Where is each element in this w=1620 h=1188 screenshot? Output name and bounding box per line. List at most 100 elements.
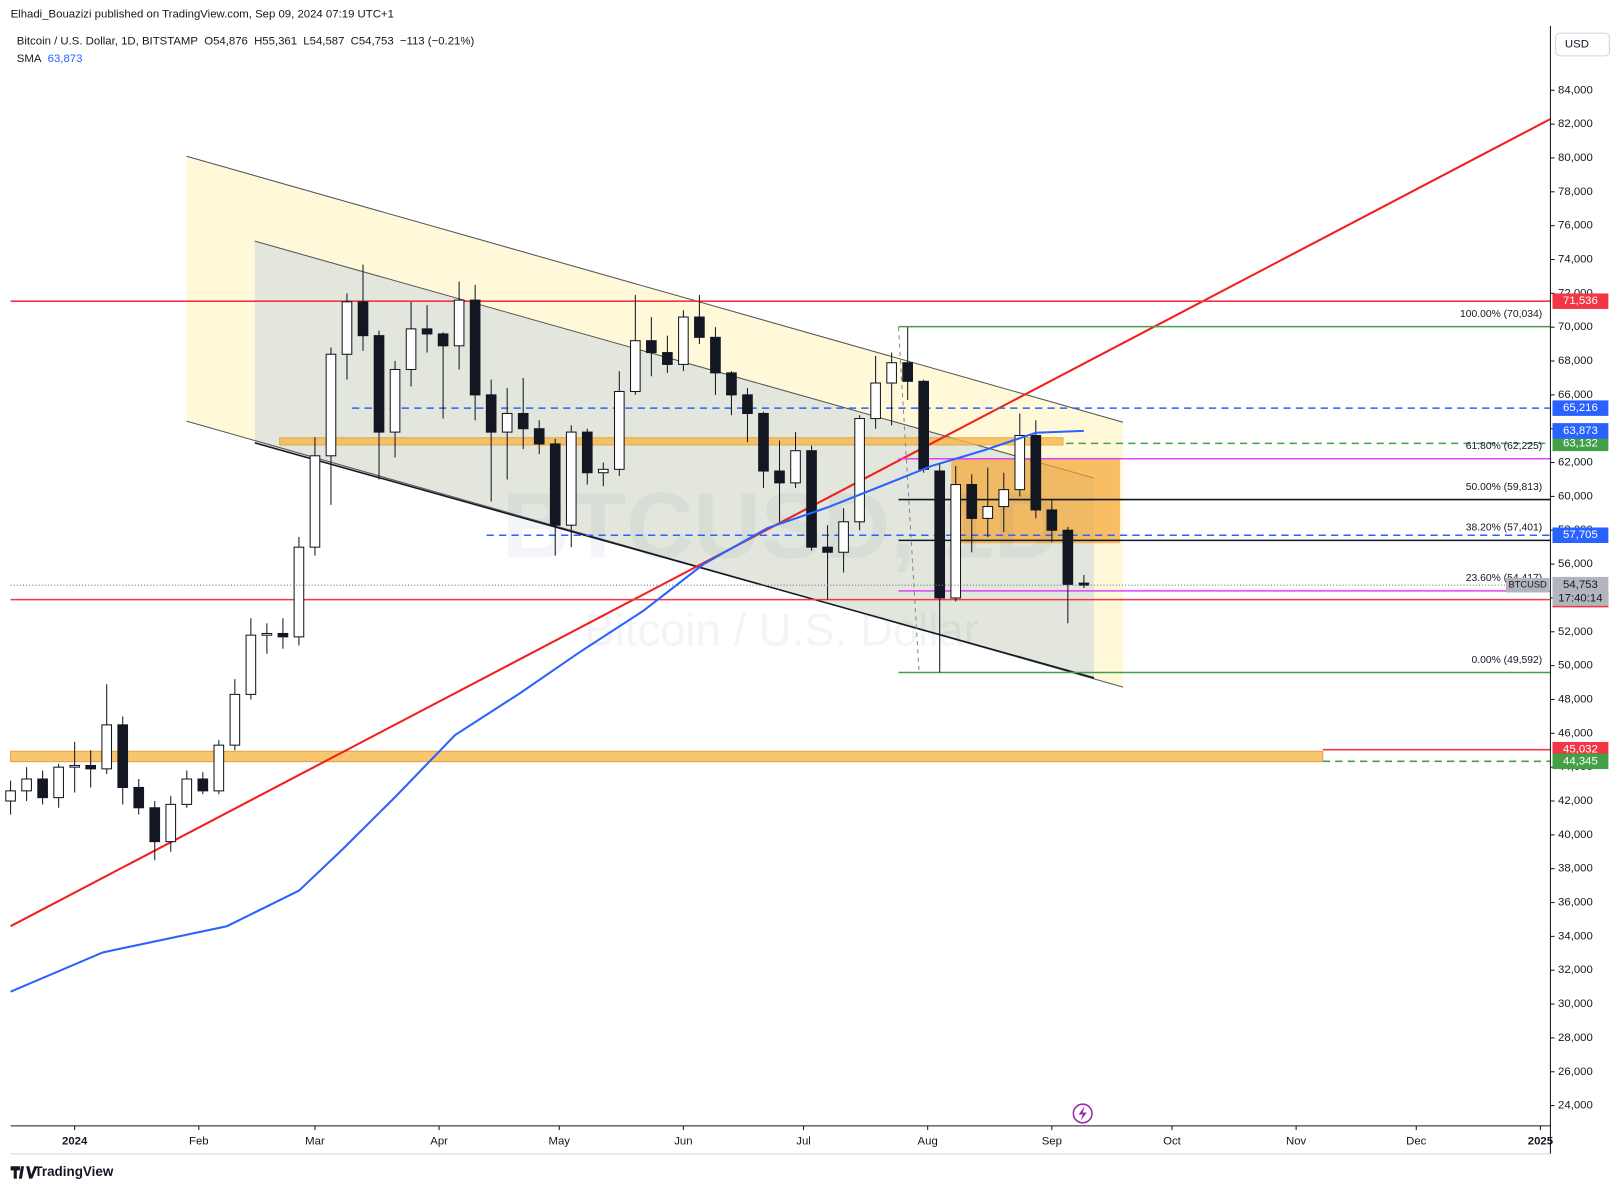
x-tick-label: Mar	[305, 1135, 325, 1147]
candle-body	[966, 484, 978, 519]
y-tick-label: 32,000	[1558, 964, 1593, 976]
candle-body	[934, 470, 946, 599]
sma-badge-label: 63,873	[1563, 425, 1598, 437]
candle-body	[597, 468, 609, 474]
y-tick-label: 42,000	[1558, 795, 1593, 807]
candle-body	[213, 744, 225, 792]
brand-logo	[10, 1166, 38, 1179]
candle-body	[806, 450, 817, 548]
fib-label: 0.00% (49,592)	[1472, 655, 1543, 666]
last-price-symbol: BTCUSD	[1509, 580, 1548, 590]
ohlc-key: C	[351, 35, 359, 47]
event-icon-bolt	[1078, 1106, 1087, 1121]
candle-body	[245, 634, 257, 695]
brand: TradingView	[34, 1164, 113, 1179]
ohlc-value: 54,587	[310, 35, 345, 47]
ohlc-value: 54,876	[213, 35, 248, 47]
candle-body	[1062, 529, 1074, 585]
y-tick-label: 52,000	[1558, 626, 1593, 638]
fib-label: 100.00% (70,034)	[1460, 309, 1542, 320]
price-badge-label: 45,032	[1563, 744, 1598, 756]
x-tick-label: 2025	[1528, 1135, 1554, 1147]
x-tick-label: Sep	[1042, 1135, 1062, 1147]
price-badge	[1552, 753, 1609, 770]
candle-body	[710, 336, 721, 374]
candle-body	[101, 724, 113, 770]
zone	[279, 437, 1064, 446]
candle-body	[533, 428, 545, 445]
candle-body	[886, 362, 897, 384]
candle-body	[69, 764, 80, 768]
x-tick-label: Jul	[796, 1135, 811, 1147]
y-tick-label: 40,000	[1558, 829, 1593, 841]
candle-body	[501, 412, 513, 433]
price-badge	[1552, 400, 1609, 416]
channel-line	[186, 155, 1124, 423]
y-tick-label: 80,000	[1558, 152, 1593, 164]
sma-value: 63,873	[48, 53, 83, 65]
ohlc-key: L	[303, 35, 309, 47]
candle-body	[357, 301, 369, 337]
channel-line	[254, 442, 1095, 679]
candle-body	[405, 328, 417, 371]
candle-body	[838, 521, 849, 553]
fib-label: 50.00% (59,813)	[1466, 482, 1542, 493]
y-tick-label: 60,000	[1558, 490, 1593, 502]
currency[interactable]: USD	[1565, 38, 1589, 50]
price-badge-label: 71,536	[1563, 295, 1598, 307]
candle-body	[982, 506, 994, 519]
x-tick-label: Feb	[189, 1135, 209, 1147]
candle-body	[21, 778, 32, 792]
candle-body	[133, 786, 145, 809]
sma-line	[10, 429, 1084, 993]
y-tick-label: 84,000	[1558, 84, 1593, 96]
y-tick-label: 48,000	[1558, 693, 1593, 705]
last-price-label: 54,753	[1563, 579, 1598, 591]
x-tick-label: Dec	[1406, 1135, 1427, 1147]
candle-body	[277, 632, 289, 638]
last-price-tag	[1505, 577, 1550, 593]
marks: 100.00% (70,034) 61.80% (62,225) 50.00% (5…	[5, 264, 1551, 993]
price-badge	[1552, 435, 1609, 452]
candle-body	[469, 299, 481, 396]
candle-body	[565, 431, 577, 526]
y-tick-label: 72,000	[1558, 287, 1593, 299]
candle-body	[37, 778, 48, 799]
x-tick-label: Aug	[918, 1135, 938, 1147]
candle-body	[694, 316, 705, 338]
y-tick-label: 62,000	[1558, 457, 1593, 469]
y-tick-label: 56,000	[1558, 558, 1593, 570]
ohlc-value: 54,753	[359, 35, 394, 47]
candle-body	[437, 333, 449, 347]
ohlc-key: H	[254, 35, 262, 47]
currency-button[interactable]	[1555, 32, 1610, 57]
candle-body	[581, 431, 593, 474]
candle-body	[822, 546, 833, 553]
candle-body	[197, 778, 209, 792]
y-tick-label: 68,000	[1558, 355, 1593, 367]
drawings	[10, 118, 1551, 928]
candle-body	[389, 368, 401, 433]
fib-label: 38.20% (57,401)	[1466, 523, 1542, 534]
candle-body	[1030, 434, 1042, 511]
candle-body	[229, 693, 241, 746]
y-tick-label: 28,000	[1558, 1032, 1593, 1044]
y-tick-label: 82,000	[1558, 118, 1593, 130]
publish-note: Elhadi_Bouazizi published on TradingView…	[11, 8, 394, 20]
countdown: 17:40:14	[1558, 593, 1602, 605]
y-tick-label: 36,000	[1558, 897, 1593, 909]
y-tick-label: 24,000	[1558, 1100, 1593, 1112]
sma-name: SMA	[17, 53, 42, 65]
change: −113 (−0.21%)	[400, 35, 475, 47]
y-tick-label: 46,000	[1558, 727, 1593, 739]
candle-body	[261, 632, 273, 636]
candle-body	[85, 764, 97, 770]
zone	[10, 750, 1324, 763]
candle-body	[613, 390, 625, 470]
candle-body	[517, 412, 529, 430]
candle-body	[373, 335, 385, 433]
last-price-badge	[1552, 576, 1609, 606]
x-tick-label: May	[548, 1135, 570, 1147]
y-tick-label: 78,000	[1558, 186, 1593, 198]
